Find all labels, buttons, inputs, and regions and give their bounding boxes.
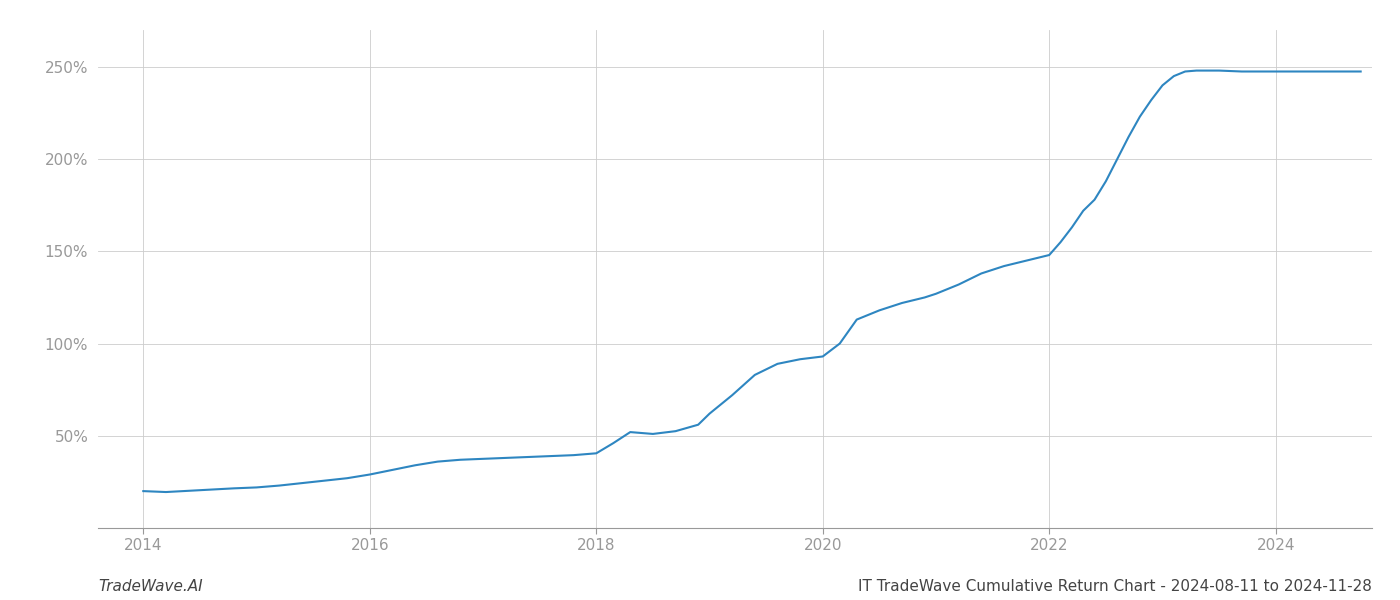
Text: TradeWave.AI: TradeWave.AI [98, 579, 203, 594]
Text: IT TradeWave Cumulative Return Chart - 2024-08-11 to 2024-11-28: IT TradeWave Cumulative Return Chart - 2… [858, 579, 1372, 594]
